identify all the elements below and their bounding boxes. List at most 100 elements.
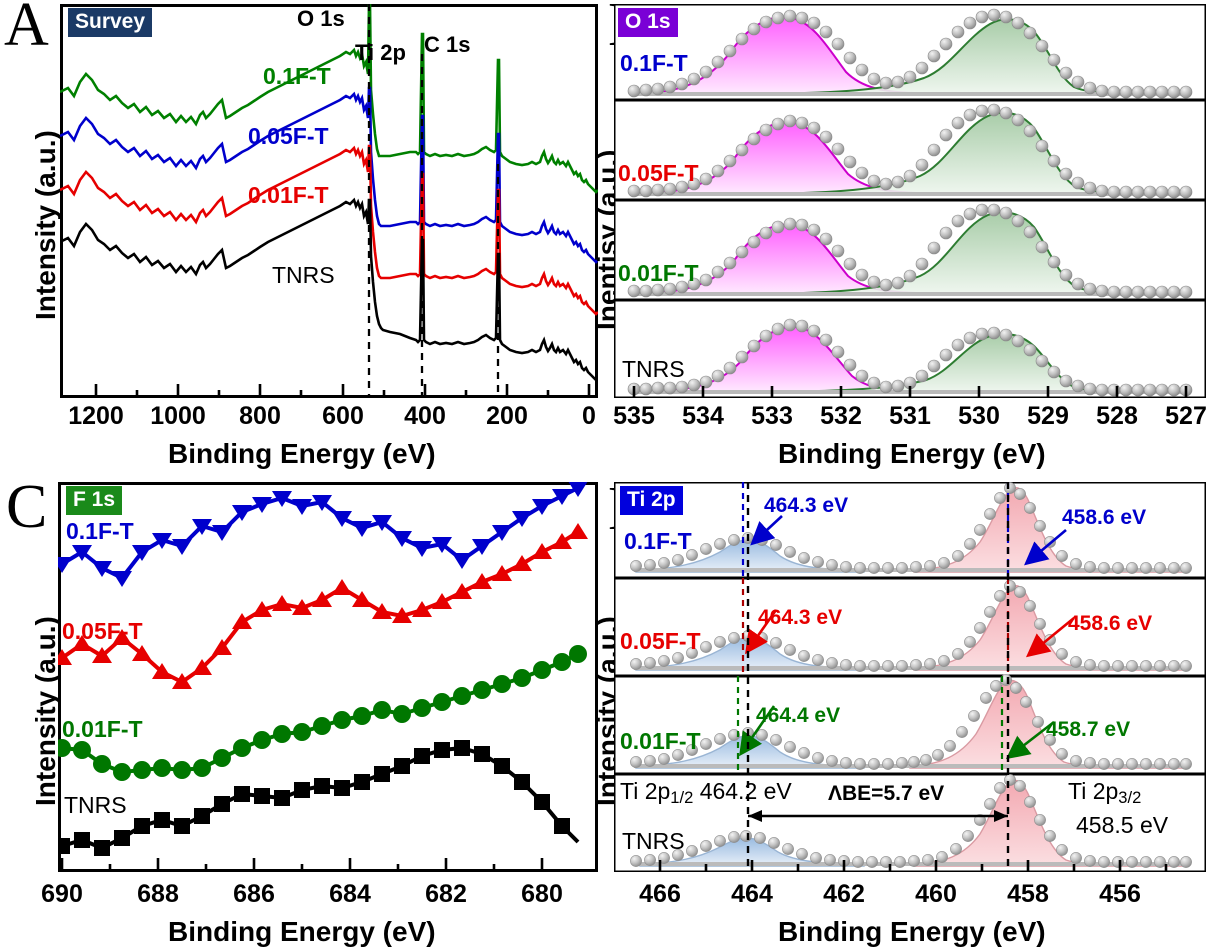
panel-a-peak-label-ti2p: Ti 2p [355, 40, 406, 65]
panel-b-subpanel-3 [614, 298, 1206, 398]
panel-b-xtick-6: 529 [1027, 402, 1069, 430]
panel-b-xtick-7: 528 [1096, 402, 1138, 430]
curve-0-01f-t [60, 144, 598, 316]
data-beads [630, 774, 1192, 868]
panel-a-xtick-2: 800 [239, 402, 281, 430]
panel-b-xtick-0: 535 [613, 402, 655, 430]
curve-0-05f-t [60, 86, 598, 264]
p32-label-sub: 3/2 [1118, 788, 1142, 808]
panel-d-subpanel-2 [614, 674, 1206, 776]
panel-d-annot-p12-2: 464.4 eV [756, 704, 841, 727]
annot-arrow-p12 [750, 515, 783, 546]
panel-d-xtick-2: 462 [823, 880, 865, 908]
panel-b-xtick-1: 534 [682, 402, 724, 430]
p32-label-pre: Ti 2p [1068, 778, 1119, 804]
curve-0-1f-t [60, 4, 598, 194]
panel-d-xtick-1: 464 [731, 880, 773, 908]
data-beads [627, 318, 1193, 397]
curve-0-01f-t [58, 645, 587, 781]
panel-b-plot [614, 4, 1206, 398]
panel-d-annot-p12-name: Ti 2p1/2 464.2 eV [620, 778, 792, 808]
panel-a-peak-label-c1s: C 1s [424, 32, 471, 57]
p12-label-pre: Ti 2p [620, 778, 671, 804]
p12-label-value: 464.2 eV [699, 778, 792, 804]
panel-b-subpanel-2 [614, 198, 1206, 302]
data-beads [627, 203, 1193, 299]
panel-c-xtick-5: 680 [521, 880, 563, 908]
panel-b-badge: O 1s [618, 8, 678, 37]
panel-d-label-0: 0.1F-T [624, 528, 692, 554]
panel-d-annot-p32-0: 458.6 eV [1062, 506, 1147, 529]
panel-d-xtick-3: 460 [915, 880, 957, 908]
panel-b-xtick-8: 527 [1165, 402, 1207, 430]
panel-c-xtick-4: 682 [425, 880, 467, 908]
panel-d-subpanel-1 [614, 576, 1206, 678]
panel-d-annot-p12-1: 464.3 eV [758, 606, 843, 629]
panel-c-curve-label-0: 0.1F-T [66, 518, 134, 544]
panel-b-xtick-4: 531 [889, 402, 931, 430]
panel-c-xtick-2: 686 [233, 880, 275, 908]
panel-d-annot-p32-1: 458.6 eV [1068, 612, 1153, 635]
panel-b-subpanel-1 [614, 98, 1206, 202]
panel-c-curve-label-1: 0.05F-T [62, 618, 143, 644]
data-beads [627, 8, 1193, 99]
annot-arrow-p32 [1005, 720, 1055, 760]
panel-c-xlabel: Binding Energy (eV) [168, 916, 436, 947]
panel-d-badge: Ti 2p [620, 486, 683, 515]
panel-b-label-2: 0.01F-T [618, 260, 699, 286]
panel-a-xlabel: Binding Energy (eV) [168, 438, 436, 469]
panel-a-letter: A [4, 0, 49, 59]
panel-d-annot-p12-0: 464.3 eV [764, 494, 849, 517]
panel-b-label-0: 0.1F-T [620, 50, 688, 76]
panel-c-xtick-3: 684 [329, 880, 371, 908]
panel-b-xtick-5: 530 [958, 402, 1000, 430]
panel-d-xtick-0: 466 [639, 880, 681, 908]
panel-c-frame [58, 482, 598, 872]
panel-a-ylabel: Intensity (a.u.) [30, 130, 61, 320]
panel-c-xtick-0: 690 [41, 880, 83, 908]
panel-a-xtick-5: 200 [486, 402, 528, 430]
delta-be-arrow [748, 810, 1008, 822]
annot-arrow-p32 [1024, 529, 1067, 566]
panel-a-curve-label-1: 0.05F-T [248, 123, 329, 149]
panel-d-annot-p32-value: 458.5 eV [1076, 812, 1169, 838]
panel-b-label-1: 0.05F-T [618, 160, 699, 186]
panel-b-label-3: TNRS [622, 356, 685, 382]
panel-d-annot-p32-2: 458.7 eV [1046, 718, 1131, 741]
panel-d-xtick-4: 458 [1007, 880, 1049, 908]
panel-a-xtick-4: 400 [404, 402, 446, 430]
panel-b-subpanel-0 [614, 4, 1206, 102]
panel-c-badge: F 1s [66, 486, 123, 515]
panel-d-annot-p32-name: Ti 2p3/2 [1068, 778, 1141, 808]
data-beads [630, 580, 1192, 672]
panel-d-label-1: 0.05F-T [620, 628, 701, 654]
panel-d-subpanel-3 [614, 772, 1206, 872]
panel-d: D Ti 2p Intensity (a.u.) Binding Energy … [592, 476, 1212, 952]
curve-tnrs [60, 197, 598, 382]
panel-c-letter: C [6, 473, 48, 541]
panel-c-curve-label-2: 0.01F-T [62, 716, 143, 742]
panel-d-annot-delta: ΛBE=5.7 eV [828, 782, 945, 805]
panel-a-curve-label-3: TNRS [272, 262, 335, 288]
curve-0-1f-t [58, 482, 588, 587]
panel-d-label-2: 0.01F-T [620, 728, 701, 754]
annot-arrow-p32 [1025, 616, 1075, 658]
panel-a-xtick-3: 600 [322, 402, 364, 430]
panel-d-label-3: TNRS [622, 828, 685, 854]
panel-c-xtick-1: 688 [137, 880, 179, 908]
panel-d-xlabel: Binding Energy (eV) [778, 916, 1046, 947]
panel-a-curve-label-2: 0.01F-T [248, 182, 329, 208]
panel-d-subpanel-0 [614, 482, 1206, 580]
panel-b: B O 1s Inentisy (a.u.) Binding Energy (e… [592, 0, 1212, 476]
panel-a: A Survey Intensity (a.u.) Binding Energy… [0, 0, 606, 476]
panel-d-xtick-5: 456 [1099, 880, 1141, 908]
panel-b-xtick-3: 532 [820, 402, 862, 430]
panel-c-curve-label-3: TNRS [64, 792, 127, 818]
panel-a-curve-label-0: 0.1F-T [263, 63, 331, 89]
panel-c-plot [58, 482, 588, 872]
panel-a-xtick-6: 0 [582, 402, 596, 430]
data-beads [627, 103, 1193, 199]
panel-a-plot [60, 4, 598, 398]
annot-arrow-p12 [745, 609, 778, 655]
